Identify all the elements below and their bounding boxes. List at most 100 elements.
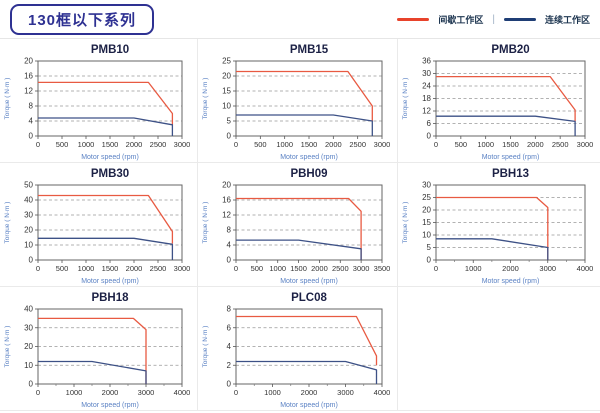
x-tick-label: 2000 xyxy=(311,264,328,273)
chart-title: PMB15 xyxy=(290,44,329,56)
continuous-zone-line xyxy=(436,237,549,260)
x-axis-label: Motor speed (rpm) xyxy=(280,402,338,409)
y-tick-label: 18 xyxy=(422,94,431,103)
chart-cell: 0 500 1000 1500 2000 2500 3000 0 4 8 12 16 20 PMB10 Mo… xyxy=(0,39,198,163)
chart-title: PBH09 xyxy=(290,168,327,180)
y-tick-label: 2 xyxy=(227,360,232,369)
y-tick-label: 5 xyxy=(227,116,232,125)
chart-title: PMB10 xyxy=(91,44,129,56)
x-tick-label: 2500 xyxy=(332,264,349,273)
chart-pmb30: 0 500 1000 1500 2000 2500 3000 0 10 20 30 40 50 PMB30… xyxy=(4,168,190,285)
x-tick-label: 4000 xyxy=(577,264,594,273)
x-axis-label: Motor speed (rpm) xyxy=(482,278,540,285)
x-tick-label: 1500 xyxy=(290,264,307,273)
x-tick-label: 1000 xyxy=(465,264,482,273)
x-tick-label: 2000 xyxy=(527,140,544,149)
y-tick-label: 4 xyxy=(227,240,232,249)
chart-title: PLC08 xyxy=(291,292,327,304)
y-tick-label: 0 xyxy=(227,131,232,140)
x-tick-label: 500 xyxy=(455,140,468,149)
y-tick-label: 30 xyxy=(422,180,431,189)
y-tick-label: 25 xyxy=(422,193,431,202)
y-tick-label: 20 xyxy=(422,205,431,214)
legend-continuous-label: 连续工作区 xyxy=(544,14,590,25)
x-tick-label: 0 xyxy=(434,140,438,149)
y-tick-label: 20 xyxy=(24,225,33,234)
x-tick-label: 0 xyxy=(234,264,238,273)
y-tick-label: 30 xyxy=(24,210,33,219)
y-axis-label: Torque ( N·m ) xyxy=(202,325,209,367)
x-tick-label: 1000 xyxy=(78,140,95,149)
x-tick-label: 1000 xyxy=(477,140,494,149)
x-tick-label: 0 xyxy=(36,140,40,149)
legend-continuous-swatch xyxy=(503,17,536,21)
chart-cell: 0 1000 2000 3000 4000 0 5 10 15 20 25 30 PBH13 Motor … xyxy=(398,163,600,287)
y-tick-label: 30 xyxy=(24,323,33,332)
x-tick-label: 3000 xyxy=(337,388,354,397)
plot-border xyxy=(235,184,383,260)
legend: 间歇工作区 | 连续工作区 xyxy=(397,13,590,26)
intermittent-zone-line xyxy=(38,194,174,243)
y-axis-label: Torque ( N·m ) xyxy=(4,201,11,243)
y-tick-label: 16 xyxy=(24,71,33,80)
x-tick-label: 3000 xyxy=(374,140,391,149)
y-tick-label: 0 xyxy=(29,379,34,388)
intermittent-zone-line xyxy=(436,196,549,260)
x-tick-label: 1000 xyxy=(66,388,83,397)
y-tick-label: 4 xyxy=(227,342,232,351)
y-tick-label: 6 xyxy=(227,323,232,332)
x-tick-label: 500 xyxy=(251,264,264,273)
y-tick-label: 0 xyxy=(29,255,34,264)
x-tick-label: 3000 xyxy=(174,140,191,149)
x-axis-label: Motor speed (rpm) xyxy=(81,278,139,285)
chart-pbh18: 0 1000 2000 3000 4000 0 10 20 30 40 PBH18 Motor spe… xyxy=(4,292,190,409)
x-tick-label: 1500 xyxy=(102,140,119,149)
y-tick-label: 36 xyxy=(422,56,431,65)
y-tick-label: 24 xyxy=(422,81,431,90)
y-tick-label: 15 xyxy=(422,218,431,227)
x-axis-label: Motor speed (rpm) xyxy=(81,402,139,409)
chart-pmb20: 0 500 1000 1500 2000 2500 3000 0 6 12 18 24 30 36 PMB2… xyxy=(402,44,594,161)
y-tick-label: 8 xyxy=(29,101,34,110)
y-tick-label: 0 xyxy=(29,131,34,140)
x-tick-label: 2000 xyxy=(502,264,519,273)
y-tick-label: 0 xyxy=(427,255,432,264)
x-tick-label: 0 xyxy=(234,388,238,397)
page-title: 130框以下系列 xyxy=(10,3,155,35)
y-axis-label: Torque ( N·m ) xyxy=(402,77,409,119)
x-tick-label: 3000 xyxy=(577,140,594,149)
y-tick-label: 0 xyxy=(427,131,432,140)
empty-cell xyxy=(398,287,600,411)
x-tick-label: 1000 xyxy=(269,264,286,273)
chart-cell: 0 500 1000 1500 2000 2500 3000 0 5 10 15 20 25 PMB15 M… xyxy=(198,39,398,163)
x-tick-label: 4000 xyxy=(374,388,391,397)
y-tick-label: 10 xyxy=(24,240,33,249)
chart-cell: 0 1000 2000 3000 4000 0 10 20 30 40 PBH18 Motor spe… xyxy=(0,287,198,411)
continuous-zone-line xyxy=(38,116,174,136)
y-axis-label: Torque ( N·m ) xyxy=(4,77,11,119)
x-tick-label: 500 xyxy=(254,140,267,149)
chart-pmb15: 0 500 1000 1500 2000 2500 3000 0 5 10 15 20 25 PMB15 M… xyxy=(202,44,391,161)
chart-cell: 0 500 1000 1500 2000 2500 3000 0 10 20 30 40 50 PMB30… xyxy=(0,163,198,287)
continuous-zone-line xyxy=(38,360,147,384)
x-tick-label: 2000 xyxy=(325,140,342,149)
x-tick-label: 2500 xyxy=(150,140,167,149)
y-tick-label: 20 xyxy=(24,342,33,351)
y-tick-label: 4 xyxy=(29,116,34,125)
chart-cell: 0 500 1000 1500 2000 2500 3000 3500 0 4 8 12 16 20 PBH… xyxy=(198,163,398,287)
y-tick-label: 20 xyxy=(222,71,231,80)
x-axis-label: Motor speed (rpm) xyxy=(81,154,139,161)
continuous-zone-line xyxy=(236,360,378,384)
x-tick-label: 0 xyxy=(234,140,238,149)
chart-title: PBH18 xyxy=(91,292,129,304)
legend-intermittent-label: 间歇工作区 xyxy=(438,14,484,25)
x-tick-label: 2000 xyxy=(102,388,119,397)
x-tick-label: 2500 xyxy=(349,140,366,149)
y-tick-label: 30 xyxy=(422,69,431,78)
chart-title: PMB20 xyxy=(491,44,529,56)
y-tick-label: 5 xyxy=(427,243,432,252)
y-tick-label: 40 xyxy=(24,304,33,313)
x-tick-label: 500 xyxy=(56,140,69,149)
chart-pbh09: 0 500 1000 1500 2000 2500 3000 3500 0 4 8 12 16 20 PBH… xyxy=(202,168,390,285)
y-tick-label: 0 xyxy=(227,255,232,264)
